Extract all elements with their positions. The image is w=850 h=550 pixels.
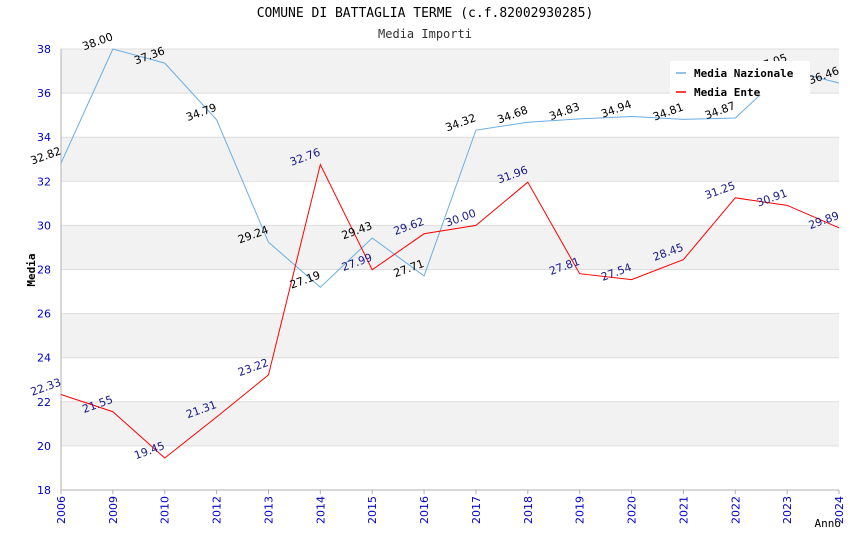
y-tick-label: 32 (37, 175, 51, 188)
x-tick-label: 2010 (159, 496, 172, 524)
legend-label: Media Nazionale (694, 67, 794, 80)
y-axis-label: Media (25, 253, 38, 286)
grid-band (61, 269, 839, 314)
x-tick-label: 2009 (107, 496, 120, 524)
x-tick-label: 2017 (470, 496, 483, 524)
x-tick-label: 2012 (211, 496, 224, 524)
x-tick-label: 2022 (729, 496, 742, 524)
grid-band (61, 137, 839, 182)
grid-band (61, 93, 839, 138)
x-tick-label: 2018 (522, 496, 535, 524)
y-tick-label: 20 (37, 440, 51, 453)
grid-band (61, 401, 839, 446)
x-tick-label: 2020 (626, 496, 639, 524)
series-line-1 (60, 163, 840, 459)
x-tick-label: 2006 (55, 496, 68, 524)
legend-box (670, 61, 810, 95)
y-tick-label: 24 (37, 352, 51, 365)
y-tick-label: 22 (37, 396, 51, 409)
x-tick-label: 2014 (314, 496, 327, 524)
y-tick-label: 34 (37, 131, 51, 144)
grid-band (61, 225, 839, 270)
data-label: 32.82 (29, 144, 63, 167)
grid-band (61, 357, 839, 402)
x-axis-label: Anno (815, 517, 842, 530)
x-tick-label: 2023 (781, 496, 794, 524)
x-tick-label: 2015 (366, 496, 379, 524)
x-tick-label: 2024 (833, 496, 846, 524)
y-tick-label: 30 (37, 219, 51, 232)
y-tick-label: 18 (37, 484, 51, 497)
x-tick-label: 2016 (418, 496, 431, 524)
grid-band (61, 445, 839, 490)
chart-subtitle: Media Importi (378, 27, 472, 41)
grid-band (61, 313, 839, 358)
legend-label: Media Ente (694, 86, 761, 99)
y-tick-label: 36 (37, 87, 51, 100)
y-tick-label: 26 (37, 308, 51, 321)
chart-title: COMUNE DI BATTAGLIA TERME (c.f.820029302… (256, 6, 594, 21)
y-tick-label: 28 (37, 264, 51, 277)
series-line-0 (60, 48, 840, 289)
x-tick-label: 2019 (574, 496, 587, 524)
x-tick-label: 2013 (262, 496, 275, 524)
x-tick-label: 2021 (677, 496, 690, 524)
y-tick-label: 38 (37, 43, 51, 56)
